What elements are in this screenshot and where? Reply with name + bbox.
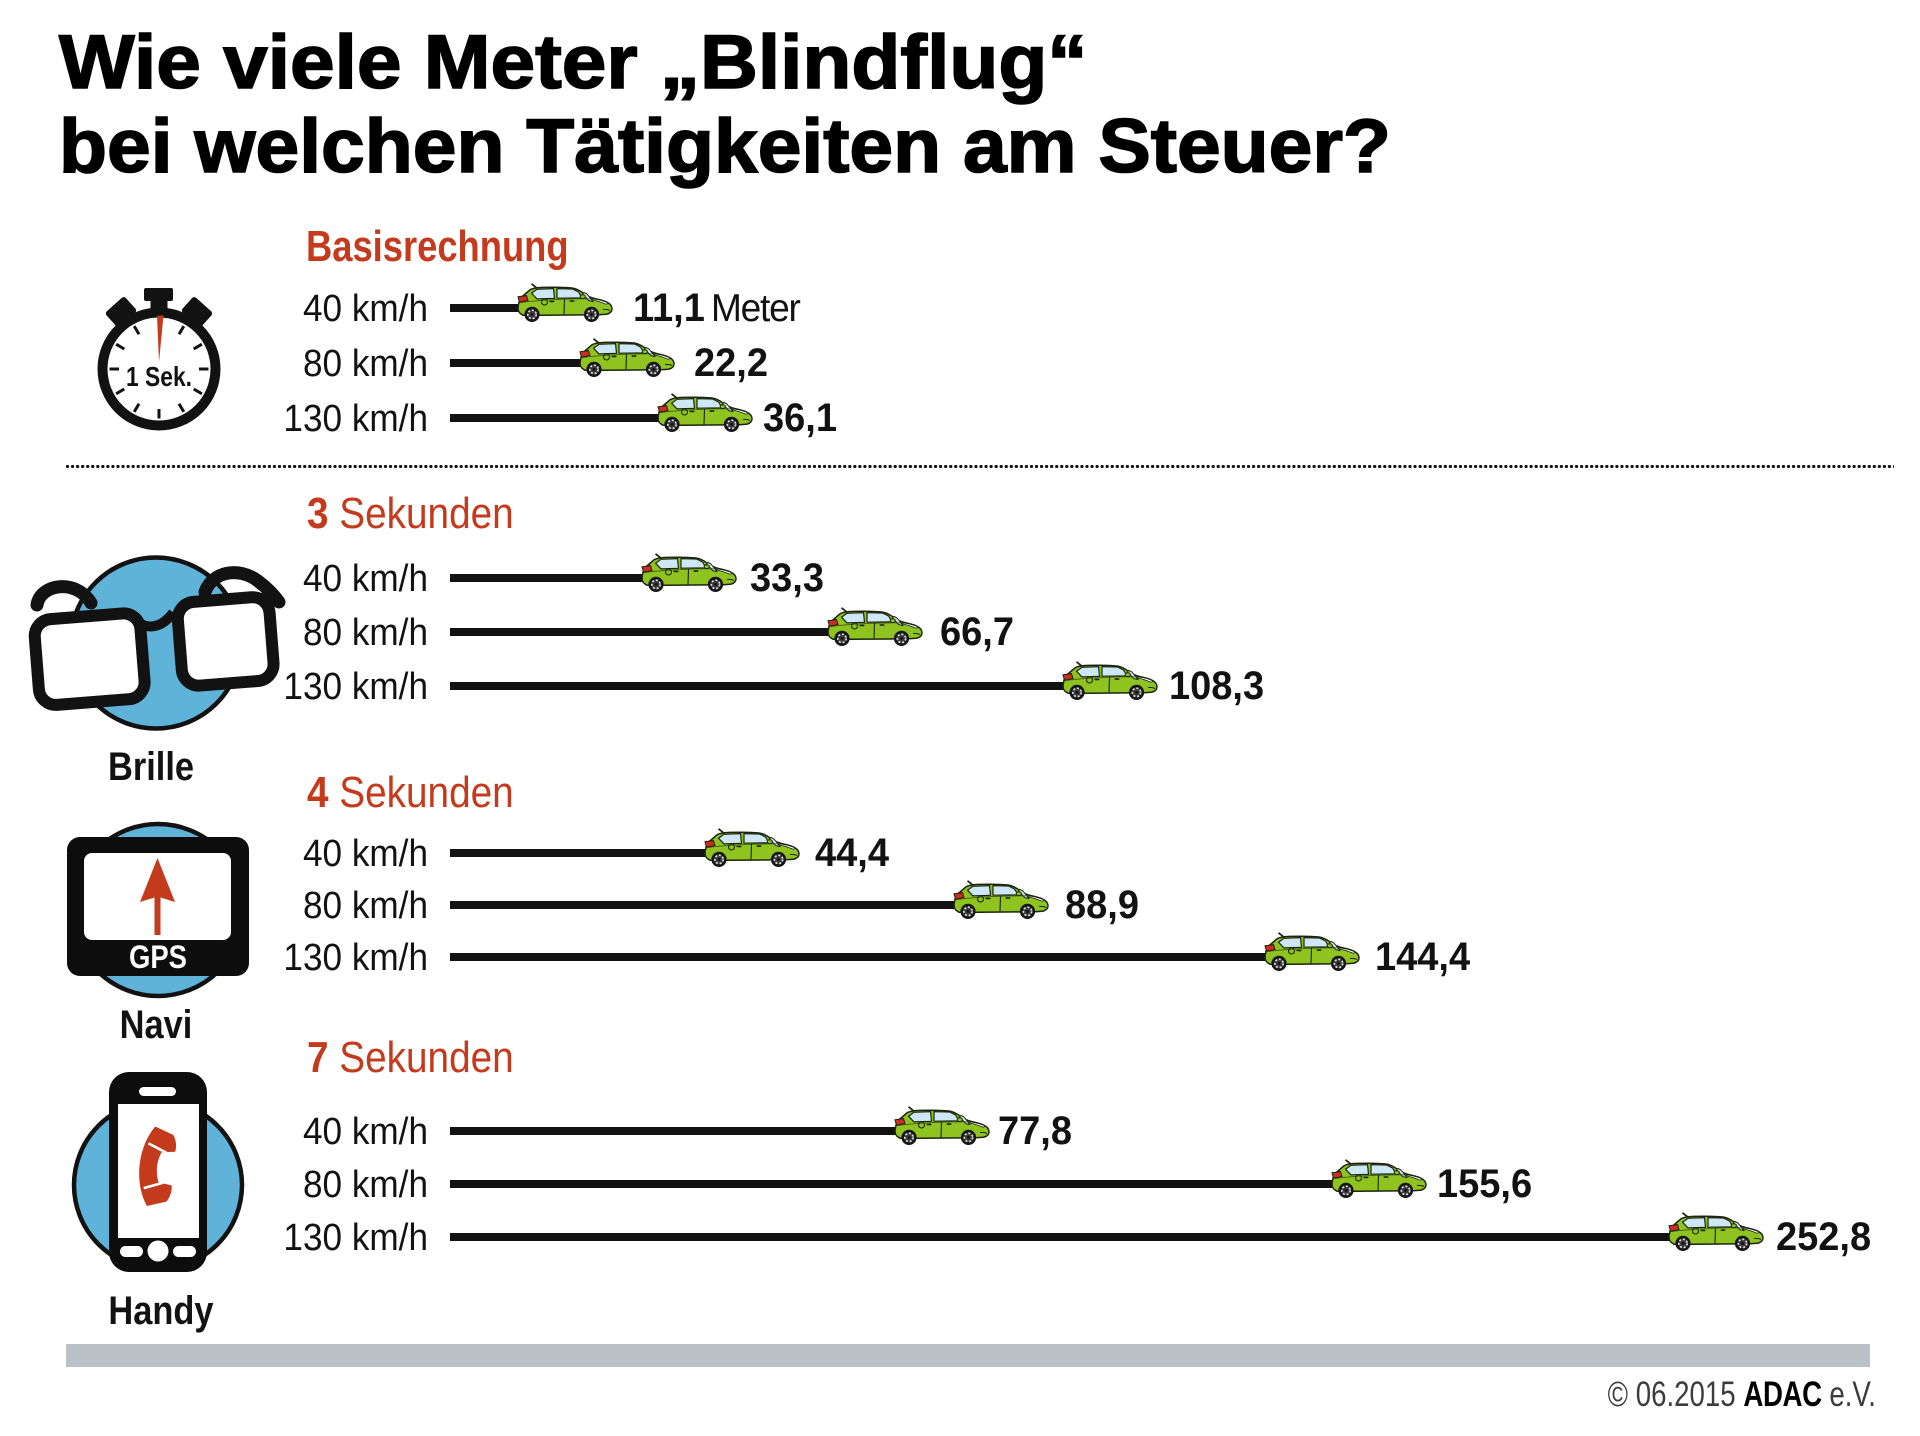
svg-text:GPS: GPS xyxy=(129,939,187,975)
svg-text:1 Sek.: 1 Sek. xyxy=(126,361,192,392)
